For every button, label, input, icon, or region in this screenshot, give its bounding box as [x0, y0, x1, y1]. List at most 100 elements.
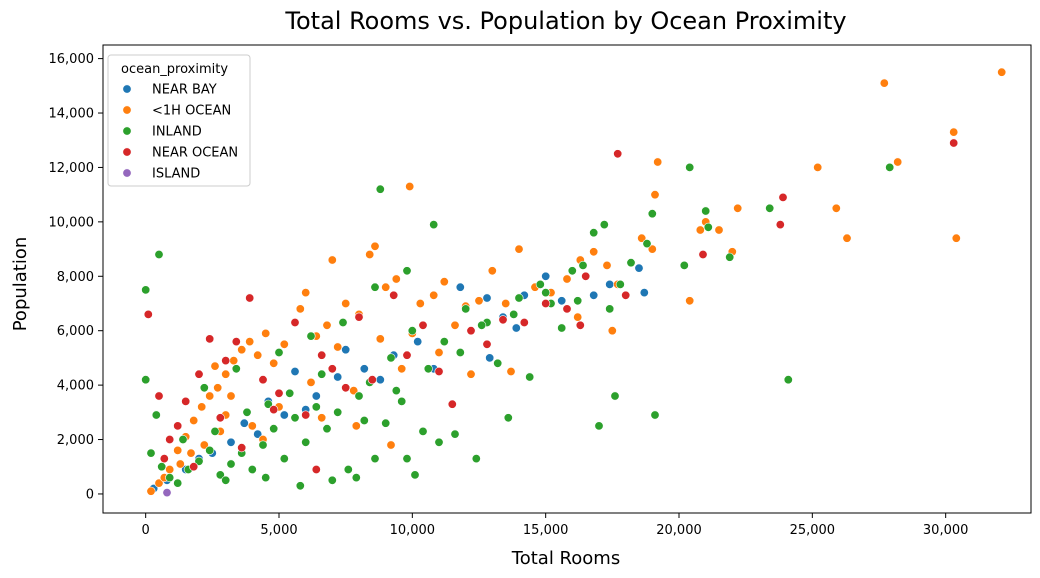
data-point-inland [370, 454, 380, 464]
data-point-inland [242, 407, 252, 417]
data-point-inland [178, 434, 188, 444]
data-point-near-bay [290, 366, 300, 376]
data-point-near-bay [375, 375, 385, 385]
data-point-near-ocean [215, 413, 225, 423]
data-point-near-ocean [778, 192, 788, 202]
data-point-1h-ocean [205, 391, 215, 401]
data-point-inland [215, 470, 225, 480]
data-point-inland [351, 473, 361, 483]
data-point-inland [146, 448, 156, 458]
data-point-inland [503, 413, 513, 423]
data-point-inland [261, 473, 271, 483]
data-point-1h-ocean [951, 233, 961, 243]
data-point-inland [295, 481, 305, 491]
y-tick-label: 4,000 [57, 379, 94, 394]
x-tick-label: 20,000 [656, 523, 702, 538]
data-point-inland [141, 375, 151, 385]
data-point-1h-ocean [279, 339, 289, 349]
data-point-inland [450, 429, 460, 439]
data-point-1h-ocean [327, 255, 337, 265]
data-point-near-ocean [165, 434, 175, 444]
data-point-inland [157, 462, 167, 472]
data-point-inland [338, 317, 348, 327]
data-point-near-ocean [775, 220, 785, 230]
data-point-inland [290, 413, 300, 423]
data-point-near-bay [253, 429, 263, 439]
data-point-1h-ocean [842, 233, 852, 243]
data-point-near-bay [239, 418, 249, 428]
data-point-1h-ocean [831, 203, 841, 213]
y-tick-label: 14,000 [49, 107, 95, 122]
x-tick-label: 30,000 [923, 523, 969, 538]
data-point-1h-ocean [607, 326, 617, 336]
data-point-inland [573, 296, 583, 306]
data-point-1h-ocean [186, 448, 196, 458]
data-point-1h-ocean [405, 182, 415, 192]
data-point-1h-ocean [229, 356, 239, 366]
data-point-1h-ocean [501, 298, 511, 308]
data-point-near-bay [589, 290, 599, 300]
legend-marker [122, 105, 132, 115]
data-point-near-bay [413, 337, 423, 347]
legend-box [107, 54, 251, 187]
data-point-1h-ocean [381, 282, 391, 292]
data-point-inland [407, 326, 417, 336]
data-point-inland [381, 418, 391, 428]
data-point-inland [402, 454, 412, 464]
data-point-inland [461, 304, 471, 314]
data-point-near-ocean [354, 312, 364, 322]
data-point-near-bay [605, 279, 615, 289]
data-point-inland [391, 386, 401, 396]
data-point-near-ocean [466, 326, 476, 336]
data-point-1h-ocean [879, 78, 889, 88]
data-point-1h-ocean [210, 361, 220, 371]
data-point-inland [279, 454, 289, 464]
data-point-inland [285, 388, 295, 398]
data-point-inland [269, 424, 279, 434]
data-point-near-ocean [389, 290, 399, 300]
data-point-1h-ocean [295, 304, 305, 314]
y-tick-label: 12,000 [49, 161, 95, 176]
data-point-near-ocean [154, 391, 164, 401]
data-point-1h-ocean [247, 421, 257, 431]
data-point-1h-ocean [165, 464, 175, 474]
data-point-1h-ocean [375, 334, 385, 344]
data-point-inland [599, 220, 609, 230]
data-point-1h-ocean [370, 241, 380, 251]
data-point-1h-ocean [439, 277, 449, 287]
x-tick-label: 25,000 [790, 523, 836, 538]
y-axis-ticks: 0 2,000 4,000 6,000 8,000 10,000 12,000 14,000 1… [49, 52, 103, 502]
data-point-inland [410, 470, 420, 480]
data-point-near-bay [541, 271, 551, 281]
data-point-inland [578, 260, 588, 270]
data-point-inland [231, 364, 241, 374]
data-point-inland [429, 220, 439, 230]
data-point-inland [317, 369, 327, 379]
data-point-near-ocean [367, 375, 377, 385]
data-point-inland [701, 206, 711, 216]
data-point-1h-ocean [189, 415, 199, 425]
x-axis-label: Total Rooms [511, 548, 620, 569]
data-point-near-ocean [245, 293, 255, 303]
data-point-inland [434, 437, 444, 447]
data-point-near-ocean [290, 317, 300, 327]
data-point-near-ocean [581, 271, 591, 281]
data-point-inland [626, 258, 636, 268]
data-point-near-ocean [205, 334, 215, 344]
data-point-1h-ocean [466, 369, 476, 379]
y-axis-label: Population [10, 237, 31, 332]
data-point-1h-ocean [514, 244, 524, 254]
legend-label: INLAND [152, 125, 202, 140]
data-point-1h-ocean [237, 345, 247, 355]
data-point-inland [783, 375, 793, 385]
data-point-near-ocean [159, 454, 169, 464]
data-point-near-bay [226, 437, 236, 447]
data-point-near-bay [279, 410, 289, 420]
legend-marker [122, 168, 132, 178]
data-point-near-bay [341, 345, 351, 355]
data-point-inland [194, 456, 204, 466]
legend-items: NEAR BAY <1H OCEAN INLAND NEAR OCEAN ISLAND [122, 83, 238, 182]
data-point-inland [423, 364, 433, 374]
data-point-1h-ocean [450, 320, 460, 330]
data-point-inland [173, 478, 183, 488]
